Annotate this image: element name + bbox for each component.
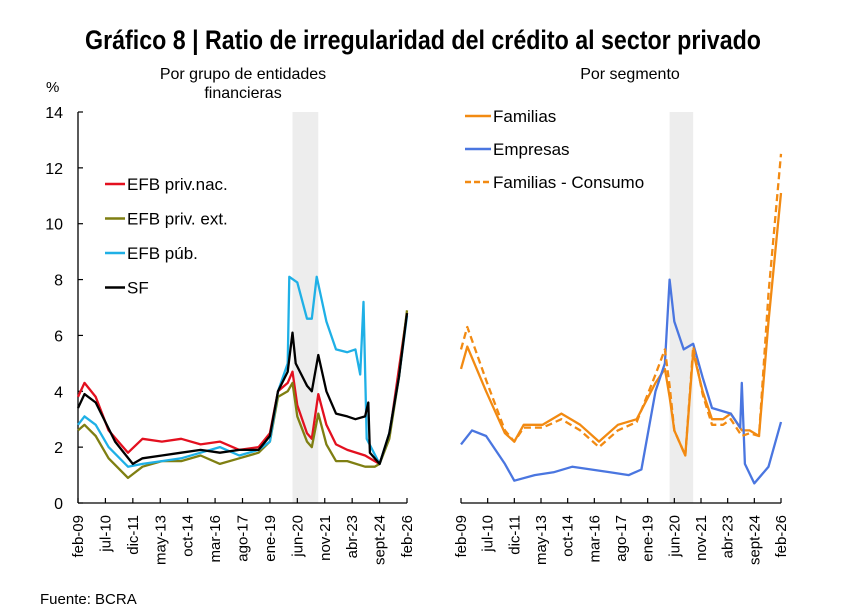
y-tick-label: 14 <box>45 105 63 122</box>
right-subtitle: Por segmento <box>580 66 680 83</box>
x-tick-label: ago-17 <box>613 515 630 562</box>
legend-label: EFB priv. ext. <box>127 210 228 229</box>
x-tick-label: jun-20 <box>666 515 683 558</box>
y-tick-label: 12 <box>45 161 63 178</box>
shaded-period <box>669 112 694 503</box>
x-tick-label: nov-21 <box>317 515 334 561</box>
x-tick-label: feb-09 <box>453 515 470 558</box>
shaded-period <box>292 112 319 503</box>
x-tick-label: oct-14 <box>560 515 577 557</box>
plot-panel-2: feb-09 jul-10 dic-11 may-13 oct-14 mar-16 ago-… <box>453 107 790 565</box>
y-axis-label: % <box>46 79 59 96</box>
series-line-familias-consumo <box>459 153 783 457</box>
source-note: Fuente: BCRA <box>40 591 137 608</box>
x-tick-label: sept-24 <box>746 515 763 565</box>
y-tick-label: 8 <box>54 273 63 290</box>
x-tick-label: ago-17 <box>235 515 252 562</box>
left-subtitle-line2: financieras <box>204 85 281 102</box>
x-tick-label: ene-19 <box>640 515 657 562</box>
x-tick-label: sept-24 <box>372 515 389 565</box>
series-line-empresas <box>460 278 783 485</box>
x-tick-label: abr-23 <box>344 515 361 558</box>
x-tick-label: oct-14 <box>180 515 197 557</box>
x-tick-label: jul-10 <box>480 515 497 553</box>
series-line-efb-p-b- <box>77 275 409 468</box>
series-line-sf <box>76 312 409 466</box>
series-line-efb-priv-nac- <box>76 312 409 466</box>
plot-panel-1: 0 2 4 6 8 10 12 14 feb-09 jul-10 dic-11 may-13 oct-1… <box>45 105 416 565</box>
left-subtitle-line1: Por grupo de entidades <box>160 66 326 83</box>
legend-label: EFB púb. <box>127 244 198 263</box>
x-tick-label: dic-11 <box>506 515 523 555</box>
x-tick-label: jun-20 <box>289 515 306 558</box>
legend-label: SF <box>127 279 149 298</box>
x-tick-label: mar-16 <box>207 515 224 563</box>
x-tick-label: feb-26 <box>399 515 416 558</box>
x-tick-label: nov-21 <box>693 515 710 561</box>
y-tick-label: 10 <box>45 217 63 234</box>
x-tick-label: may-13 <box>152 515 169 565</box>
x-tick-label: mar-16 <box>586 515 603 563</box>
legend-label: Familias - Consumo <box>493 173 644 192</box>
legend-label: EFB priv.nac. <box>127 175 228 194</box>
x-tick-label: dic-11 <box>125 515 142 555</box>
x-tick-label: feb-09 <box>70 515 87 558</box>
x-tick-label: jul-10 <box>97 515 114 553</box>
legend-label: Familias <box>493 107 556 126</box>
y-tick-label: 6 <box>54 328 63 345</box>
y-tick-label: 4 <box>54 384 63 401</box>
legend-label: Empresas <box>493 140 570 159</box>
y-tick-label: 0 <box>54 496 63 513</box>
x-tick-label: ene-19 <box>262 515 279 562</box>
chart-title: Gráfico 8 | Ratio de irregularidad del c… <box>85 25 761 55</box>
series-line-efb-priv-ext- <box>77 310 409 480</box>
y-tick-label: 2 <box>54 440 63 457</box>
x-tick-label: abr-23 <box>720 515 737 558</box>
x-tick-label: feb-26 <box>773 515 790 558</box>
x-tick-label: may-13 <box>533 515 550 565</box>
